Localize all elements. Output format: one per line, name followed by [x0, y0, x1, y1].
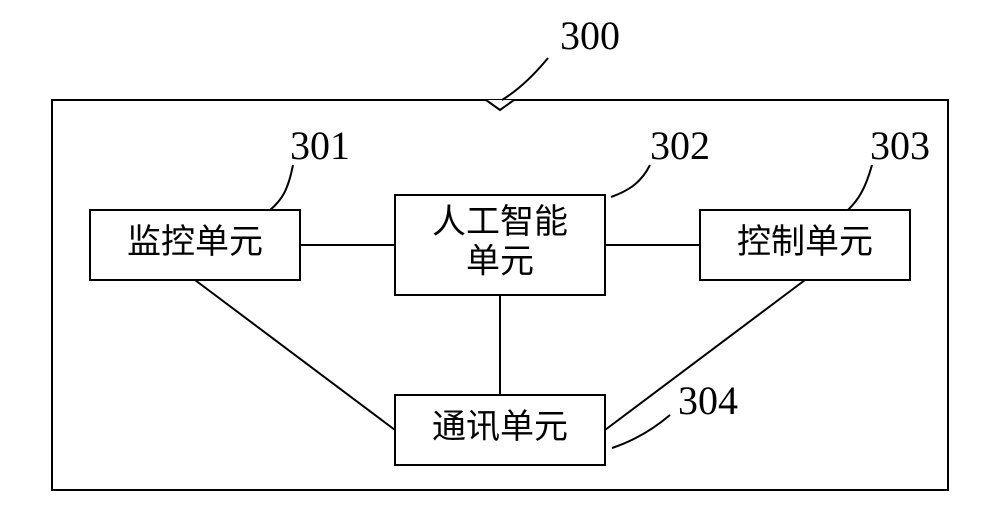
- callout-c302: 302: [650, 123, 710, 168]
- leader-c300: [502, 58, 548, 100]
- node-n302-label-line-0: 人工智能: [432, 203, 568, 241]
- callout-c300: 300: [560, 13, 620, 58]
- node-n303-label-line-0: 控制单元: [737, 223, 873, 261]
- leader-c303: [848, 165, 872, 210]
- edge-n301-n304: [195, 280, 395, 430]
- leader-c304: [612, 415, 670, 448]
- callout-c303: 303: [870, 123, 930, 168]
- node-n304-label-line-0: 通讯单元: [432, 409, 568, 446]
- node-n301-label-line-0: 监控单元: [127, 223, 263, 261]
- brace-notch: [486, 100, 514, 110]
- callout-c304: 304: [678, 378, 738, 423]
- leader-c302: [611, 165, 650, 197]
- leader-c301: [270, 165, 293, 210]
- node-n302-label-line-1: 单元: [466, 243, 534, 280]
- callout-c301: 301: [290, 123, 350, 168]
- diagram-canvas: 监控单元 人工智能单元 控制单元通讯单元 300 301 302 303 304: [0, 0, 1000, 525]
